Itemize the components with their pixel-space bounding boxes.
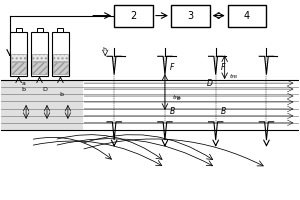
Bar xyxy=(1,80,83,130)
Text: $t_{FB}$: $t_{FB}$ xyxy=(172,94,182,102)
Text: D: D xyxy=(42,87,47,92)
Bar xyxy=(53,54,68,61)
Bar xyxy=(53,62,68,74)
Text: e: e xyxy=(177,96,181,101)
Bar xyxy=(11,54,26,61)
Text: a: a xyxy=(22,81,26,86)
Bar xyxy=(114,5,153,27)
Text: B: B xyxy=(170,107,175,116)
Bar xyxy=(31,32,48,76)
Text: b: b xyxy=(22,87,26,92)
Bar xyxy=(228,5,266,27)
Bar xyxy=(32,54,47,61)
Bar xyxy=(52,32,69,76)
Text: 4: 4 xyxy=(244,11,250,21)
Text: b: b xyxy=(60,92,64,97)
Text: B: B xyxy=(220,107,226,116)
Bar xyxy=(37,28,43,32)
Bar xyxy=(11,32,27,76)
Text: D: D xyxy=(207,79,213,88)
Bar xyxy=(16,28,22,32)
Bar xyxy=(11,62,26,74)
Text: 2: 2 xyxy=(130,11,137,21)
Bar xyxy=(32,62,47,74)
Text: 3: 3 xyxy=(187,11,194,21)
Text: F: F xyxy=(221,63,225,72)
Text: h: h xyxy=(102,47,106,52)
Bar xyxy=(171,5,210,27)
Text: F: F xyxy=(170,63,175,72)
Text: $t_{FB}$: $t_{FB}$ xyxy=(229,72,239,81)
Bar xyxy=(57,28,63,32)
